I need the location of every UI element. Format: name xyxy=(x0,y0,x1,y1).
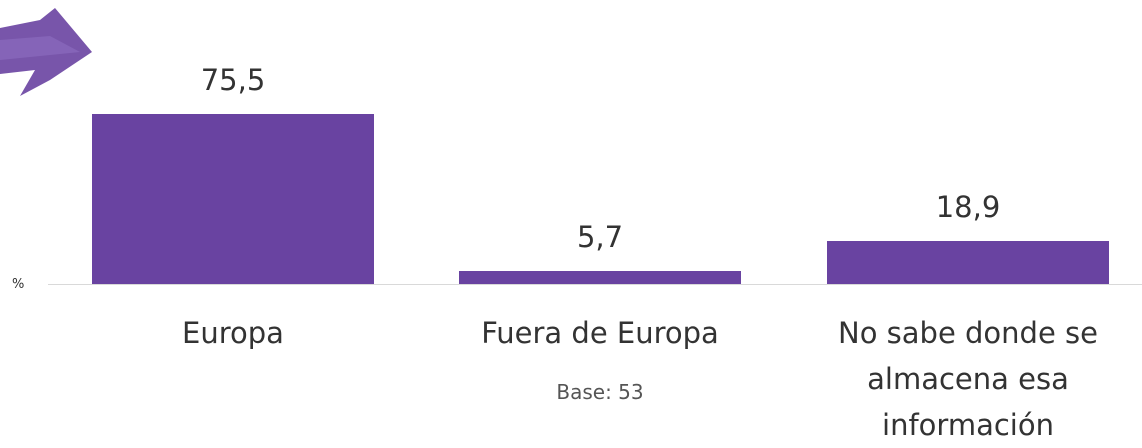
x-tick-label: Europa xyxy=(182,316,284,350)
chart: % Base: 53 Europa 75,5 Fuera de Europa 5,7 N… xyxy=(0,8,1142,442)
x-tick-label: Fuera de Europa xyxy=(481,316,719,350)
bar xyxy=(459,271,741,284)
x-tick-label: No sabe donde se almacena esa informació… xyxy=(838,316,1098,442)
data-label: 5,7 xyxy=(576,220,624,255)
bar xyxy=(92,114,374,284)
baseline xyxy=(48,284,1142,285)
data-label: 75,5 xyxy=(200,63,266,97)
unit-label: % xyxy=(12,277,25,292)
data-label: 18,9 xyxy=(935,190,1001,225)
arrow-icon xyxy=(0,8,92,96)
bar xyxy=(827,241,1109,284)
annotation: Base: 53 xyxy=(556,380,644,404)
